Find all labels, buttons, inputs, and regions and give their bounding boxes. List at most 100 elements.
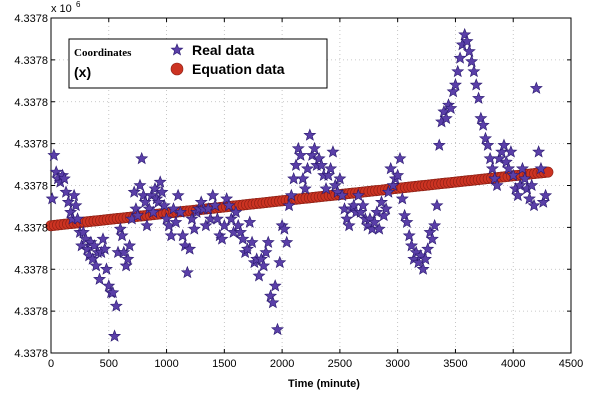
real-data-point	[351, 188, 365, 202]
real-data-point	[432, 138, 446, 151]
real-data-point	[185, 212, 199, 225]
real-data-point	[539, 188, 553, 202]
real-data-point	[416, 262, 430, 275]
real-data-point	[169, 215, 183, 228]
real-data-point	[488, 171, 502, 185]
real-data-point	[98, 242, 112, 255]
real-data-point	[321, 168, 335, 181]
real-data-point	[151, 195, 165, 208]
real-data-point	[229, 205, 243, 218]
real-data-point	[307, 141, 321, 155]
real-data-point	[222, 198, 236, 212]
real-data-point	[448, 78, 462, 91]
real-data-point	[266, 295, 280, 309]
y-tick-label: 4.3378	[14, 55, 48, 67]
real-data-point	[180, 265, 194, 279]
real-data-point	[96, 232, 110, 245]
legend-star-icon	[170, 43, 184, 56]
real-data-point	[289, 158, 303, 171]
real-data-point	[171, 188, 185, 202]
real-data-point	[224, 212, 238, 225]
real-data-point	[87, 238, 101, 252]
legend-label-real-data: Real data	[192, 42, 254, 58]
real-data-point	[217, 218, 231, 232]
real-data-point	[79, 232, 93, 245]
real-data-point	[277, 222, 291, 235]
y-tick-label: 4.3378	[14, 139, 48, 151]
x-tick-label: 1000	[154, 358, 178, 370]
real-data-point	[280, 235, 294, 248]
real-data-point	[425, 232, 439, 245]
tick-labels: 0 500 1000 1500 2000 2500 3000 3500 4000 4500 4.33…	[14, 13, 583, 370]
real-data-point	[61, 195, 75, 208]
real-data-point	[370, 205, 384, 218]
real-data-point	[386, 178, 400, 192]
real-data-point	[303, 128, 317, 141]
real-data-point	[108, 329, 122, 342]
real-data-point	[194, 195, 208, 208]
real-data-point	[333, 171, 347, 185]
real-data-point	[215, 232, 229, 245]
real-data-point	[421, 242, 435, 255]
legend: Coordinates (x) Real data Equation data	[68, 38, 328, 89]
real-data-point	[400, 215, 414, 228]
real-data-point	[259, 245, 273, 259]
real-data-point	[465, 54, 479, 68]
real-data-series	[45, 27, 553, 342]
real-data-point	[499, 155, 513, 168]
real-data-point	[155, 185, 169, 198]
real-data-point	[199, 218, 213, 232]
real-data-point	[532, 145, 546, 158]
real-data-point	[314, 158, 328, 171]
real-data-point	[146, 205, 160, 218]
real-data-point	[164, 228, 178, 242]
real-data-point	[106, 285, 120, 299]
real-data-point	[467, 64, 481, 78]
real-data-point	[166, 202, 180, 215]
real-data-point	[75, 238, 89, 252]
legend-heading-coordinates: Coordinates	[74, 47, 132, 59]
real-data-point	[49, 165, 63, 178]
real-data-point	[284, 188, 298, 202]
real-data-point	[379, 202, 393, 215]
real-data-point	[99, 262, 113, 275]
real-data-point	[102, 279, 116, 292]
real-data-point	[395, 192, 409, 205]
real-data-point	[497, 138, 511, 151]
real-data-point	[398, 208, 412, 222]
real-data-point	[469, 78, 483, 91]
real-data-point	[534, 161, 548, 175]
real-data-point	[453, 51, 467, 64]
y-axis-multiplier: x 10	[51, 3, 72, 15]
real-data-point	[59, 185, 73, 198]
real-data-point	[127, 185, 141, 198]
real-data-point	[140, 218, 154, 232]
real-data-point	[210, 212, 224, 225]
real-data-point	[402, 228, 416, 242]
real-data-point	[418, 252, 432, 265]
real-data-point	[138, 195, 152, 208]
y-tick-label: 4.3378	[14, 348, 48, 360]
real-data-point	[64, 205, 78, 218]
real-data-point	[57, 171, 71, 185]
real-data-point	[264, 289, 278, 302]
y-tick-label: 4.3378	[14, 13, 48, 25]
real-data-point	[428, 218, 442, 232]
real-data-point	[67, 188, 81, 202]
real-data-point	[157, 198, 171, 212]
real-data-point	[374, 195, 388, 208]
x-tick-label: 3500	[443, 358, 467, 370]
real-data-point	[340, 212, 354, 225]
real-data-point	[502, 161, 516, 175]
real-data-point	[115, 228, 129, 242]
real-data-point	[145, 188, 159, 202]
real-data-point	[439, 111, 453, 125]
real-data-point	[405, 238, 419, 252]
legend-circle-icon	[170, 62, 184, 76]
real-data-point	[47, 148, 61, 161]
y-tick-label: 4.3378	[14, 222, 48, 234]
real-data-point	[513, 178, 527, 192]
real-data-point	[354, 205, 368, 218]
